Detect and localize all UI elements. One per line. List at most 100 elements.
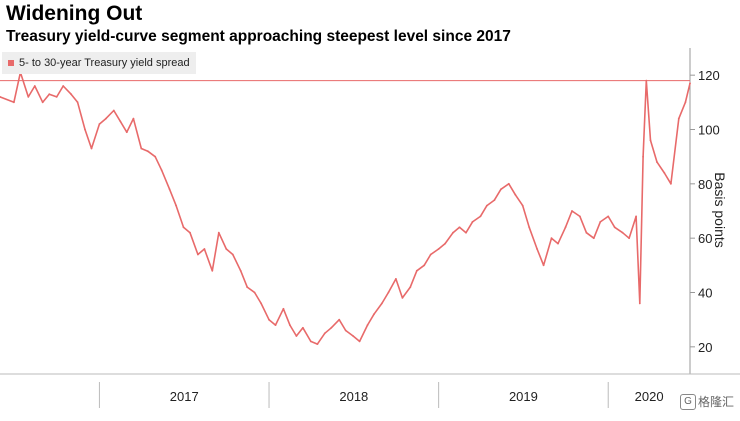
data-point xyxy=(48,93,51,96)
data-point xyxy=(119,120,122,123)
x-tick-label: 2017 xyxy=(170,389,199,404)
data-point xyxy=(387,291,390,294)
data-point xyxy=(542,264,545,267)
data-point xyxy=(599,221,602,223)
data-point xyxy=(621,231,624,234)
data-point xyxy=(62,85,65,87)
data-point xyxy=(628,237,630,240)
data-point xyxy=(352,335,354,337)
data-point xyxy=(98,123,101,125)
data-point xyxy=(507,182,510,185)
data-point xyxy=(642,155,644,158)
data-point xyxy=(55,96,58,98)
data-point xyxy=(282,307,285,310)
data-point xyxy=(309,340,312,343)
data-point xyxy=(579,215,581,218)
y-tick-label: 100 xyxy=(698,123,720,138)
data-point xyxy=(274,324,277,326)
data-point xyxy=(437,248,440,250)
x-tick-label: 2019 xyxy=(509,389,538,404)
legend-swatch xyxy=(8,60,14,66)
data-point xyxy=(486,204,488,207)
data-point xyxy=(645,79,648,82)
data-point xyxy=(656,161,658,163)
data-point xyxy=(344,329,347,332)
data-point xyxy=(571,210,573,212)
data-point xyxy=(452,231,454,234)
data-point xyxy=(409,286,412,288)
data-point xyxy=(684,101,687,104)
chart-svg: 20 40 60 80 100 120 2017 2018 2019 2020 xyxy=(0,48,740,408)
data-point xyxy=(338,318,341,321)
data-point xyxy=(112,109,115,112)
y-tick-label: 80 xyxy=(698,177,712,192)
data-point xyxy=(638,302,641,305)
data-point xyxy=(125,131,128,134)
data-point xyxy=(105,117,107,120)
chart-title: Widening Out xyxy=(6,2,143,25)
watermark: G 格隆汇 xyxy=(679,393,734,410)
data-point xyxy=(154,155,157,158)
g-logo-icon: G xyxy=(679,393,696,410)
data-point xyxy=(239,269,242,272)
data-point xyxy=(84,128,86,131)
y-tick-label: 120 xyxy=(698,68,720,83)
data-point xyxy=(670,182,672,185)
data-point xyxy=(423,264,426,267)
data-point xyxy=(231,253,234,256)
data-point xyxy=(76,101,79,104)
data-point xyxy=(27,96,30,98)
data-point xyxy=(289,324,291,326)
data-point xyxy=(189,231,191,234)
data-point xyxy=(70,93,72,96)
data-point xyxy=(160,169,163,172)
series-line xyxy=(0,71,691,345)
legend-label: 5- to 30-year Treasury yield spread xyxy=(19,57,190,69)
data-point xyxy=(401,297,404,299)
x-tick-label: 2020 xyxy=(635,389,664,404)
data-point xyxy=(217,231,220,234)
data-point xyxy=(471,221,474,223)
data-point xyxy=(146,150,149,153)
data-point xyxy=(182,226,185,229)
data-point xyxy=(175,204,178,207)
data-point xyxy=(323,332,326,335)
data-point xyxy=(90,147,93,150)
data-point xyxy=(330,326,333,329)
data-point xyxy=(316,343,319,345)
data-point xyxy=(493,199,496,202)
data-point xyxy=(663,172,666,174)
data-point xyxy=(13,101,15,104)
data-point xyxy=(373,313,375,316)
data-point xyxy=(564,226,567,229)
y-axis-label: Basis points xyxy=(712,172,728,248)
data-point xyxy=(225,248,228,250)
data-point xyxy=(500,188,502,191)
data-point xyxy=(528,226,531,229)
data-point xyxy=(302,326,304,329)
data-point xyxy=(203,248,206,250)
data-point xyxy=(613,226,616,229)
data-point xyxy=(649,139,652,142)
data-point xyxy=(415,269,418,272)
data-point xyxy=(260,302,262,305)
data-point xyxy=(268,318,270,321)
data-point xyxy=(677,117,680,120)
data-point xyxy=(429,253,432,256)
data-point xyxy=(635,215,637,218)
data-point xyxy=(33,85,36,87)
data-point xyxy=(536,248,538,250)
data-point xyxy=(295,335,298,337)
data-point xyxy=(444,242,446,245)
data-point xyxy=(132,117,135,120)
data-point xyxy=(585,231,588,234)
data-point xyxy=(689,82,691,85)
data-point xyxy=(592,237,595,240)
data-point xyxy=(607,215,610,218)
chart-subtitle: Treasury yield-curve segment approaching… xyxy=(6,28,511,45)
data-point xyxy=(168,188,171,191)
y-tick-label: 40 xyxy=(698,286,712,301)
y-tick-label: 60 xyxy=(698,231,712,246)
data-point xyxy=(211,269,214,272)
data-point xyxy=(197,253,199,256)
